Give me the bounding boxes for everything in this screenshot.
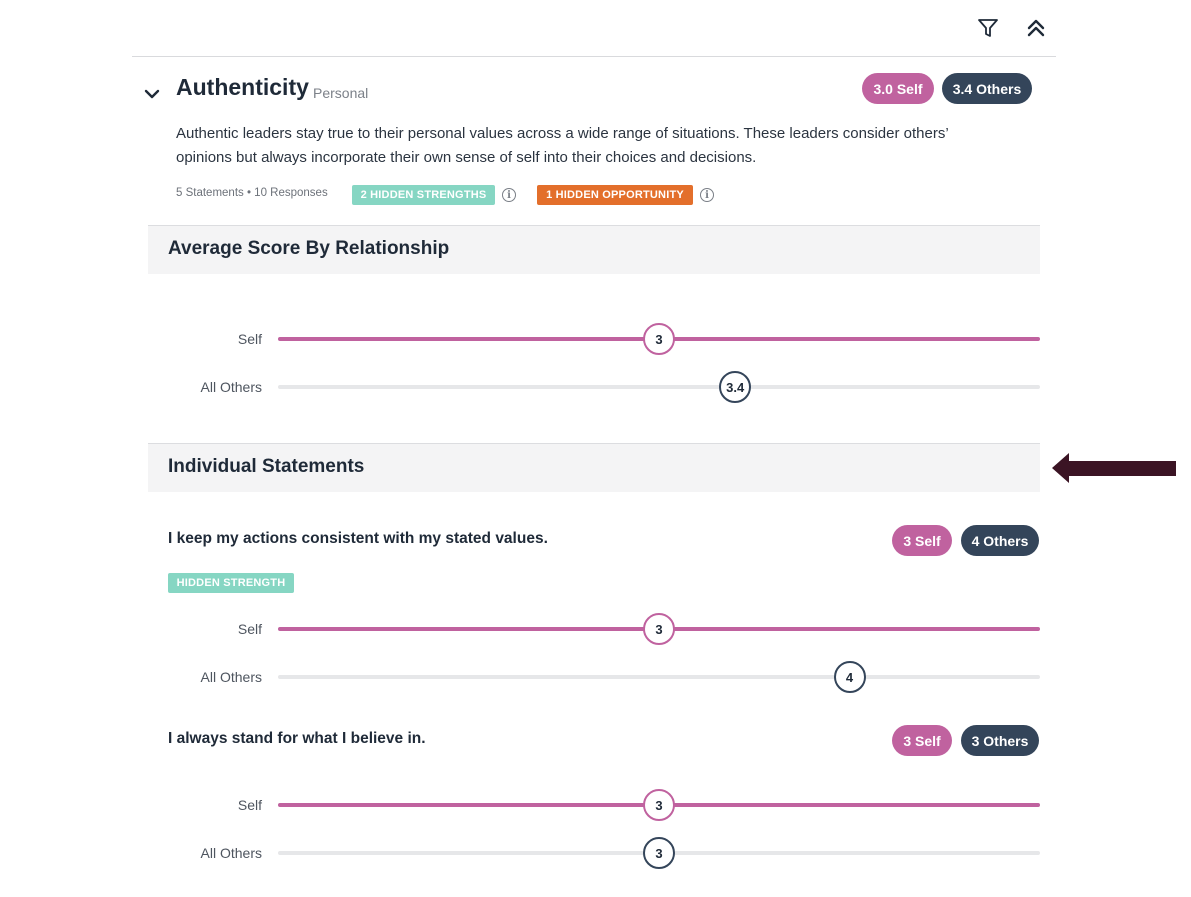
others-score-marker: 4 — [833, 661, 866, 693]
statements-responses-count: 5 Statements • 10 Responses — [176, 187, 328, 199]
self-score-marker: 3 — [643, 613, 675, 645]
self-score-badge: 3.0 Self — [862, 73, 934, 104]
others-score-badge: 4 Others — [961, 525, 1039, 556]
competency-description: Authentic leaders stay true to their per… — [176, 125, 949, 166]
section-heading: Average Score By Relationship — [168, 238, 450, 259]
others-score-badge: 3 Others — [961, 725, 1039, 756]
statement-text: I keep my actions consistent with my sta… — [168, 530, 548, 547]
others-score-track — [278, 675, 1040, 679]
collapse-all-icon[interactable] — [1022, 14, 1050, 42]
row-label: All Others — [200, 379, 262, 395]
self-score-marker: 3 — [643, 323, 675, 355]
section-heading: Individual Statements — [168, 456, 365, 477]
others-score-badge: 3.4 Others — [942, 73, 1032, 104]
row-label: Self — [237, 797, 262, 813]
chevron-down-icon[interactable] — [142, 84, 162, 104]
competency-title: Authenticity — [176, 74, 309, 100]
row-label: Self — [237, 621, 262, 637]
competency-category: Personal — [313, 85, 369, 101]
divider — [132, 56, 1056, 57]
others-score-marker: 3.4 — [719, 371, 752, 403]
arrow-left-icon — [1052, 453, 1176, 483]
row-label: All Others — [200, 845, 262, 861]
row-label: Self — [237, 331, 262, 347]
self-score-marker: 3 — [643, 789, 675, 821]
self-score-badge: 3 Self — [892, 525, 952, 556]
others-score-track — [278, 385, 1040, 389]
row-label: All Others — [200, 669, 262, 685]
hidden-strength-tag: HIDDEN STRENGTH — [168, 573, 294, 593]
filter-icon[interactable] — [974, 14, 1002, 42]
info-icon[interactable]: i — [502, 188, 516, 202]
individual-statements-section-header: Individual Statements — [148, 443, 1040, 492]
hidden-strengths-tag: 2 HIDDEN STRENGTHS — [352, 185, 495, 205]
self-score-badge: 3 Self — [892, 725, 952, 756]
others-score-marker: 3 — [643, 837, 675, 869]
average-score-section-header: Average Score By Relationship — [148, 225, 1040, 274]
info-icon[interactable]: i — [700, 188, 714, 202]
hidden-opportunity-tag: 1 HIDDEN OPPORTUNITY — [537, 185, 693, 205]
statement-text: I always stand for what I believe in. — [168, 730, 426, 747]
